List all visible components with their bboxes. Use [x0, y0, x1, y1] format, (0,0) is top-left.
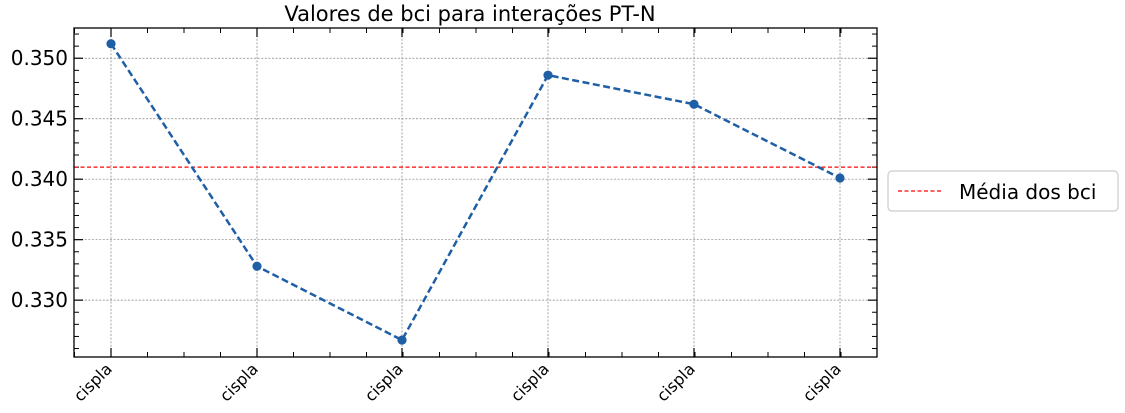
y-tick-label: 0.330 — [11, 288, 68, 312]
y-tick-label: 0.340 — [11, 167, 68, 191]
x-tick-label: cispla — [70, 359, 116, 405]
y-tick-label: 0.345 — [11, 107, 68, 131]
y-tick-label: 0.350 — [11, 46, 68, 70]
grid — [74, 28, 877, 357]
series-layer — [74, 39, 877, 345]
minor-ticks — [74, 28, 877, 357]
x-tick-label: cispla — [361, 359, 407, 405]
legend: Média dos bci — [887, 170, 1119, 212]
data-point — [397, 335, 407, 345]
plot-frame — [73, 27, 878, 358]
y-tick-label: 0.335 — [11, 228, 68, 252]
x-tick-label: cispla — [507, 359, 553, 405]
x-axis: cispla cispla cispla cispla cispla cispla — [70, 28, 845, 405]
data-point — [252, 261, 262, 271]
data-point — [543, 70, 553, 80]
series-line — [109, 43, 841, 342]
legend-box — [887, 170, 1119, 212]
chart-title: Valores de bci para interações PT-N — [284, 2, 655, 26]
y-axis: 0.330 0.335 0.340 0.345 0.350 — [11, 46, 877, 312]
x-tick-label: cispla — [216, 359, 262, 405]
x-tick-label: cispla — [799, 359, 845, 405]
legend-label-mean: Média dos bci — [959, 180, 1096, 204]
data-point — [106, 39, 116, 49]
data-point — [689, 99, 699, 109]
data-point — [835, 173, 845, 183]
x-tick-label: cispla — [653, 359, 699, 405]
